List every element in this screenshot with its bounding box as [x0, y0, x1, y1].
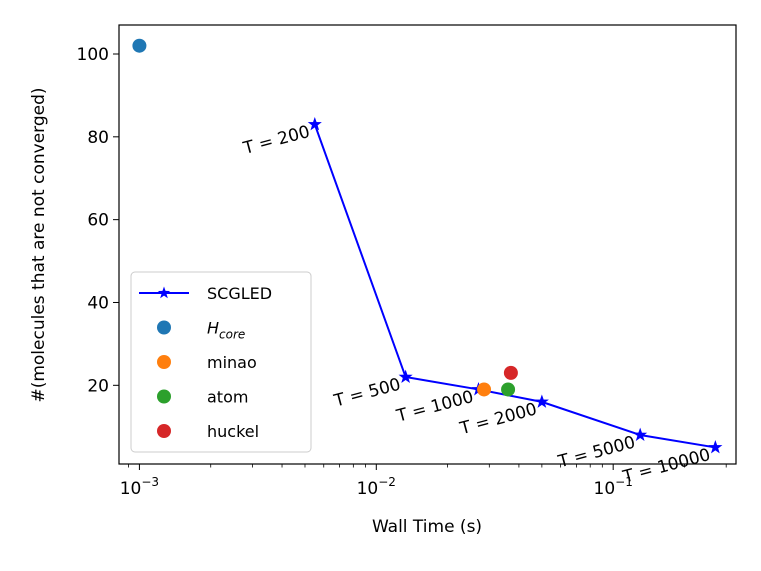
plot-frame [118, 24, 737, 465]
temperature-annotation: T = 200 [240, 122, 312, 159]
legend: SCGLED Hcore minao atom huckel [130, 271, 312, 453]
y-ticks: 20 40 60 80 100 [77, 45, 119, 396]
h-point [132, 38, 147, 53]
legend-dot-swatch [157, 320, 171, 335]
x-tick-label: 10−2 [357, 475, 396, 499]
x-tick-label: 10−3 [120, 475, 159, 499]
x-axis-title: Wall Time (s) [372, 517, 482, 537]
scgled-point [633, 427, 648, 442]
x-ticks: 10−3 10−2 10−1 [120, 464, 727, 499]
y-tick-label: 40 [87, 293, 109, 313]
scgled-point [534, 394, 549, 408]
temperature-annotation: T = 500 [331, 375, 403, 412]
legend-dot-swatch [157, 389, 171, 404]
legend-label: atom [207, 388, 248, 407]
legend-star-swatch [157, 286, 171, 299]
scgled-point [708, 440, 723, 454]
huckel-point [503, 365, 518, 380]
y-axis-title: #(molecules that are not converged) [29, 87, 49, 402]
legend-label: SCGLED [207, 284, 272, 303]
atom-point [501, 382, 516, 397]
y-tick-label: 20 [87, 376, 109, 396]
minao-point [477, 382, 492, 397]
legend-box [130, 271, 312, 453]
legend-label: minao [207, 353, 257, 372]
x-tick-label: 10−1 [594, 475, 633, 499]
y-tick-label: 100 [77, 45, 109, 65]
legend-dot-swatch [157, 424, 171, 438]
scgled-point [398, 369, 413, 384]
legend-label: huckel [207, 422, 259, 441]
scgled-point [307, 116, 322, 131]
legend-label: Hcore [207, 319, 245, 342]
legend-dot-swatch [157, 355, 171, 369]
y-tick-label: 60 [87, 211, 109, 231]
y-tick-label: 80 [87, 128, 109, 148]
